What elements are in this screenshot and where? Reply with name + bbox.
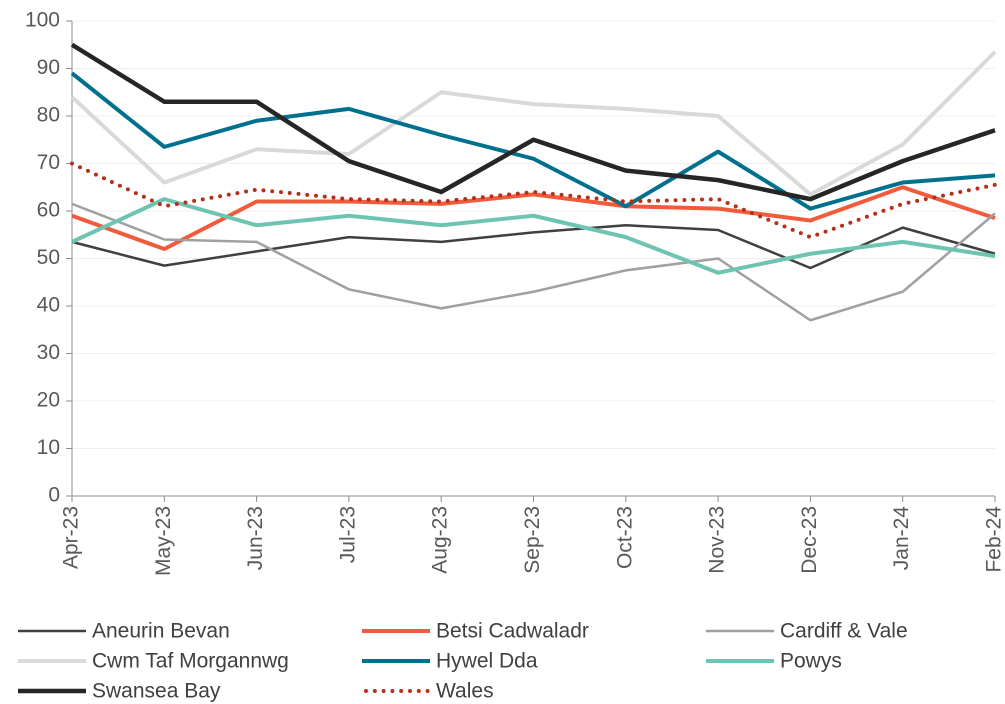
y-tick-label: 70 — [37, 151, 60, 174]
legend: Aneurin Bevan Betsi Cadwaladr Cardiff & Va… — [18, 620, 908, 703]
x-tick-label: Aug-23 — [429, 506, 452, 574]
y-tick-label: 30 — [37, 341, 60, 364]
x-tick-label: Sep-23 — [521, 506, 544, 574]
series-line — [71, 202, 996, 322]
series-line — [70, 161, 997, 240]
y-tick-label: 100 — [25, 9, 60, 32]
legend-label: Cwm Taf Morgannwg — [92, 650, 289, 673]
legend-label: Betsi Cadwaladr — [436, 620, 589, 643]
x-tick-label: Jul-23 — [336, 506, 359, 563]
y-tick-label: 10 — [37, 436, 60, 459]
y-tick-label: 40 — [37, 294, 60, 317]
legend-label: Cardiff & Vale — [780, 620, 908, 643]
legend-label: Swansea Bay — [92, 680, 221, 703]
y-tick-label: 80 — [37, 104, 60, 127]
x-tick-label: Jun-23 — [244, 506, 267, 570]
series-line — [70, 50, 997, 197]
x-tick-label: Dec-23 — [798, 506, 821, 574]
x-tick-label: Oct-23 — [613, 506, 636, 569]
y-tick-label: 50 — [37, 246, 60, 269]
series-line — [71, 224, 996, 270]
y-tick-label: 60 — [37, 199, 60, 222]
series-line — [71, 197, 996, 275]
series-line — [70, 42, 996, 202]
legend-label: Hywel Dda — [436, 650, 538, 673]
y-tick-label: 90 — [37, 56, 60, 79]
x-tick-label: May-23 — [152, 506, 175, 576]
legend-label: Aneurin Bevan — [92, 620, 230, 643]
x-tick-label: Jan-24 — [890, 506, 913, 571]
y-tick-label: 20 — [37, 389, 60, 412]
x-tick-label: Feb-24 — [983, 506, 1005, 573]
series-line — [70, 71, 996, 211]
x-tick-label: Nov-23 — [706, 506, 729, 574]
legend-label: Powys — [780, 650, 842, 673]
legend-label: Wales — [436, 680, 494, 703]
y-tick-label: 0 — [48, 484, 60, 507]
x-tick-label: Apr-23 — [60, 506, 83, 569]
